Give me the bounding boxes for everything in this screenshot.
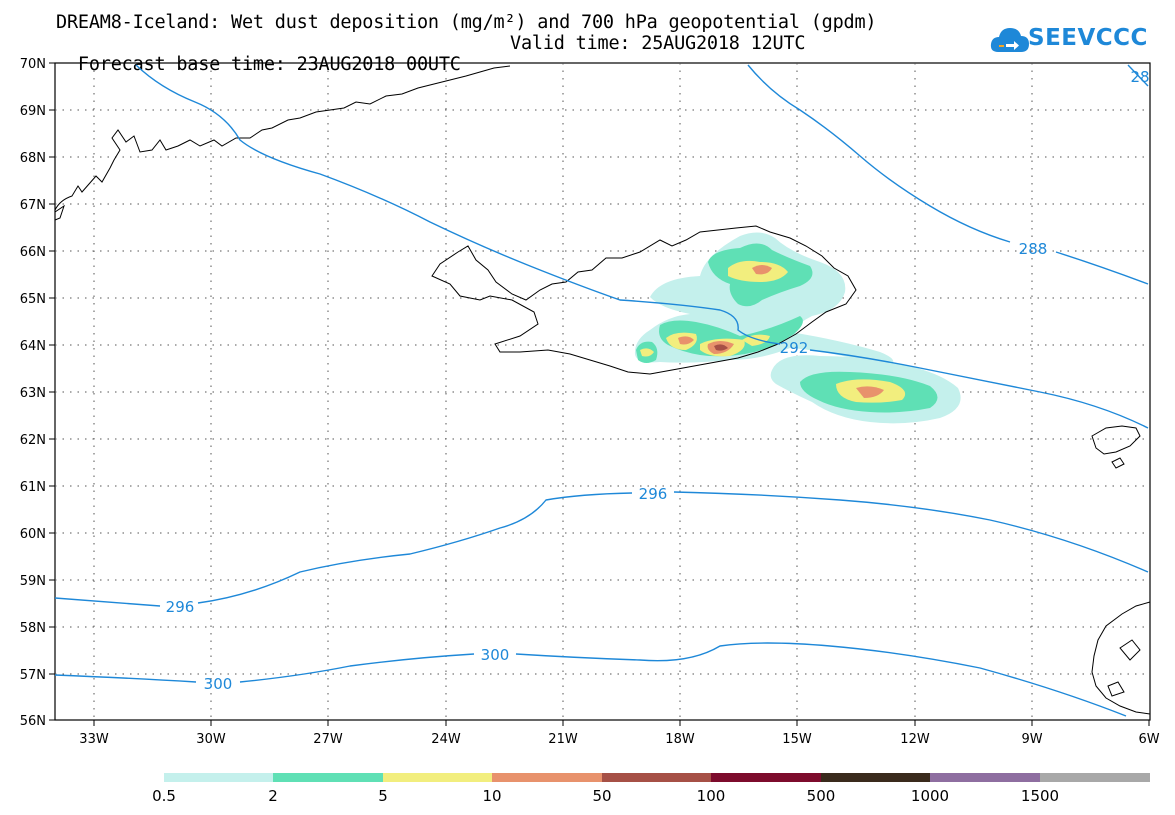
lat-label: 70N [20, 57, 46, 72]
faroe-islands [1091, 425, 1141, 455]
lat-label: 66N [20, 245, 46, 260]
colorbar-label: 100 [697, 787, 726, 805]
forecast-base-time: Forecast base time: 23AUG2018 00UTC [77, 54, 461, 75]
geopotential-contours [54, 64, 1149, 717]
contour-line [809, 349, 1149, 429]
lat-label: 64N [20, 339, 46, 354]
scotland-coast [1107, 681, 1125, 697]
colorbar-segment [1040, 773, 1150, 782]
colorbar-segment [492, 773, 602, 782]
contour-label: 300 [204, 675, 233, 693]
colorbar-segment [383, 773, 492, 782]
map-grid [55, 63, 1150, 720]
lon-label: 21W [548, 732, 578, 747]
colorbar-label: 10 [482, 787, 501, 805]
lat-label: 57N [20, 668, 46, 683]
longitude-labels: 33W 30W 27W 24W 21W 18W 15W 12W 9W 6W [79, 732, 1159, 747]
lat-label: 56N [20, 714, 46, 729]
colorbar-segment [930, 773, 1040, 782]
lat-label: 59N [20, 574, 46, 589]
coastlines [54, 65, 1151, 715]
lon-label: 27W [313, 732, 343, 747]
lat-label: 62N [20, 433, 46, 448]
deposition-area [678, 336, 694, 345]
lat-label: 67N [20, 198, 46, 213]
contour-line [197, 492, 633, 604]
contour-label: 28 [1130, 68, 1149, 86]
map-title: DREAM8-Iceland: Wet dust deposition (mg/… [56, 12, 877, 33]
forecast-info: Forecast base time: 23AUG2018 00UTC Vali… [56, 33, 806, 96]
contour-line [135, 64, 781, 345]
deposition-area [659, 316, 803, 357]
seevccc-logo: SEEVCCC [990, 22, 1150, 58]
scotland-coast [1091, 601, 1151, 715]
logo-text: SEEVCCC [1028, 25, 1148, 51]
contour-line [747, 64, 1011, 243]
lat-label: 60N [20, 527, 46, 542]
contour-labels: 28 288 292 296 296 300 300 [166, 68, 1150, 693]
lat-label: 65N [20, 292, 46, 307]
lon-label: 30W [196, 732, 226, 747]
colorbar-label: 50 [592, 787, 611, 805]
colorbar-label: 2 [268, 787, 278, 805]
axis-ticks [49, 62, 1150, 726]
contour-line [1055, 251, 1149, 285]
contour-label: 296 [639, 485, 668, 503]
contour-line [54, 597, 161, 607]
latitude-labels: 70N 69N 68N 67N 66N 65N 64N 63N 62N 61N … [20, 57, 46, 729]
greenland-coast [54, 65, 511, 211]
contour-label: 296 [166, 598, 195, 616]
deposition-area [752, 265, 772, 275]
colorbar-label: 500 [807, 787, 836, 805]
lon-label: 24W [431, 732, 461, 747]
valid-time: Valid time: 25AUG2018 12UTC [510, 33, 806, 54]
colorbar-segment [821, 773, 930, 782]
lat-label: 63N [20, 386, 46, 401]
colorbar-label: 1000 [911, 787, 949, 805]
lon-label: 18W [665, 732, 695, 747]
colorbar-label: 5 [378, 787, 388, 805]
deposition-area [856, 386, 884, 398]
deposition-area [640, 348, 654, 357]
colorbar-label: 0.5 [152, 787, 176, 805]
contour-line [673, 491, 1149, 573]
colorbar-segment [164, 773, 273, 782]
lon-label: 15W [782, 732, 812, 747]
deposition-area [742, 334, 770, 346]
greenland-coast [54, 204, 65, 221]
lon-label: 12W [900, 732, 930, 747]
lat-label: 68N [20, 151, 46, 166]
lat-label: 69N [20, 104, 46, 119]
colorbar-labels: 0.5 2 5 10 50 100 500 1000 1500 [152, 787, 1059, 805]
scotland-coast [1119, 639, 1141, 661]
lat-label: 61N [20, 480, 46, 495]
faroe-islands [1111, 457, 1125, 469]
colorbar-label: 1500 [1021, 787, 1059, 805]
contour-line [1127, 64, 1149, 87]
colorbar [164, 773, 1150, 782]
contour-line [239, 653, 475, 683]
lon-label: 33W [79, 732, 109, 747]
wet-dust-deposition [634, 232, 961, 424]
lon-label: 6W [1138, 732, 1159, 747]
lat-label: 58N [20, 621, 46, 636]
contour-label: 292 [780, 339, 809, 357]
contour-line [54, 674, 197, 683]
colorbar-segment [602, 773, 711, 782]
deposition-area [714, 344, 728, 351]
cloud-icon [990, 28, 1029, 52]
lon-label: 9W [1021, 732, 1042, 747]
colorbar-segment [711, 773, 821, 782]
contour-label: 288 [1019, 240, 1048, 258]
contour-line [515, 642, 1127, 717]
colorbar-segment [273, 773, 383, 782]
contour-label: 300 [481, 646, 510, 664]
iceland-coast [431, 225, 857, 375]
